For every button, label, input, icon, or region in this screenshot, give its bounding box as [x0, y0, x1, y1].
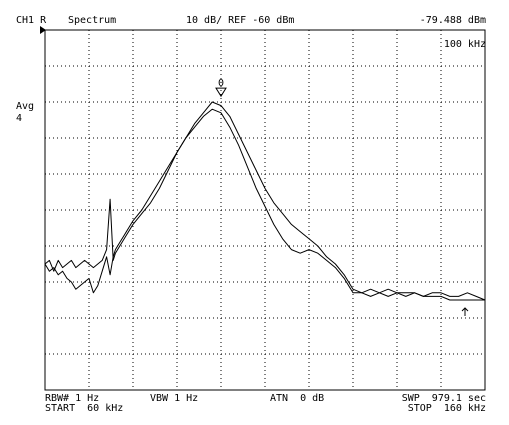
trace-1: [44, 101, 485, 301]
plot-frame: [44, 29, 486, 391]
graticule: [45, 30, 485, 390]
marker-0: 0: [215, 78, 227, 98]
marker-frequency: 100 kHz: [443, 39, 486, 50]
reference-marker-icon: [461, 307, 469, 316]
mode-label: Spectrum: [68, 15, 117, 26]
avg-label: Avg: [16, 101, 35, 112]
vbw-label: VBW 1 Hz: [150, 393, 199, 404]
scale-ref-label: 10 dB/ REF -60 dBm: [186, 15, 295, 26]
marker-readout: -79.488 dBm: [419, 15, 486, 26]
start-freq-label: START 60 kHz: [45, 403, 124, 414]
channel-label: CH1 R: [16, 15, 47, 26]
trace-2: [44, 108, 486, 301]
rbw-label: RBW# 1 Hz: [45, 393, 100, 404]
traces: [44, 101, 486, 301]
atn-label: ATN 0 dB: [270, 393, 325, 404]
active-channel-arrow-icon: [40, 26, 46, 34]
marker-label: 0: [218, 78, 224, 89]
marker-triangle-icon: [215, 87, 227, 98]
stop-freq-label: STOP 160 kHz: [407, 403, 486, 414]
sweep-time-label: SWP 979.1 sec: [401, 393, 486, 404]
avg-count: 4: [16, 113, 23, 124]
